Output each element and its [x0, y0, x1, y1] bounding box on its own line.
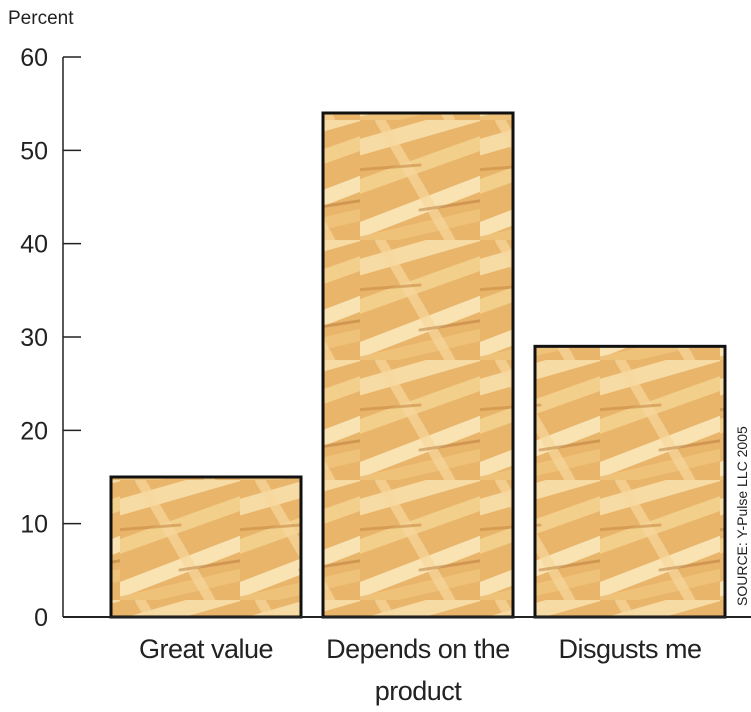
page: Percent 0 10 20 30 40 50 60 SOURCE: Y-Pulse LL…: [0, 0, 751, 711]
x-tick-label: Great value: [106, 628, 306, 670]
source-note: SOURCE: Y-Pulse LLC 2005: [734, 426, 750, 606]
bar: [111, 477, 301, 617]
y-tick-label: 50: [20, 137, 48, 165]
plot-area: 0 10 20 30 40 50 60: [20, 44, 751, 632]
bar: [323, 113, 513, 617]
y-tick-label: 10: [20, 511, 48, 539]
x-tick-label: Depends on the product: [318, 628, 518, 712]
bar: [535, 346, 725, 617]
y-tick-label: 40: [20, 231, 48, 259]
y-tick-label: 60: [20, 44, 48, 72]
x-tick-label: Disgusts me: [530, 628, 730, 670]
y-tick-label: 20: [20, 417, 48, 445]
chart: Percent 0 10 20 30 40 50 60 SOURCE: Y-Pulse LL…: [0, 0, 751, 711]
y-axis-label: Percent: [8, 8, 74, 29]
y-tick-label: 30: [20, 324, 48, 352]
y-tick-label: 0: [34, 604, 48, 632]
